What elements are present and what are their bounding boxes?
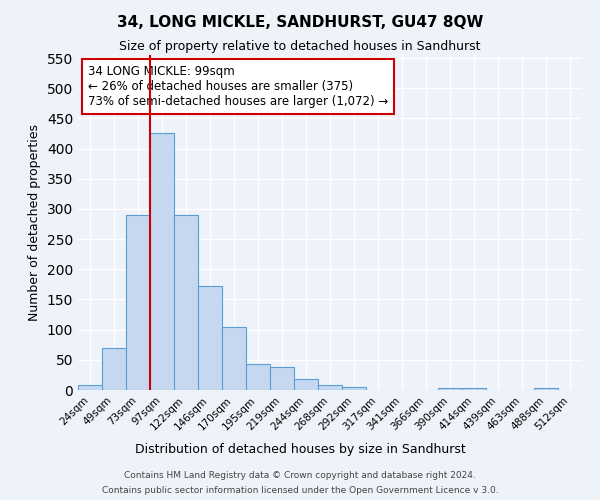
Bar <box>270 367 294 390</box>
Bar <box>342 387 366 390</box>
Bar <box>462 388 486 390</box>
Text: Size of property relative to detached houses in Sandhurst: Size of property relative to detached ho… <box>119 40 481 53</box>
Text: 34, LONG MICKLE, SANDHURST, GU47 8QW: 34, LONG MICKLE, SANDHURST, GU47 8QW <box>117 15 483 30</box>
Bar <box>126 215 150 390</box>
Text: Contains HM Land Registry data © Crown copyright and database right 2024.: Contains HM Land Registry data © Crown c… <box>124 471 476 480</box>
Bar <box>222 326 246 390</box>
Bar <box>78 385 102 390</box>
Bar <box>150 134 174 390</box>
Bar <box>174 215 198 390</box>
Text: Distribution of detached houses by size in Sandhurst: Distribution of detached houses by size … <box>134 442 466 456</box>
Text: 34 LONG MICKLE: 99sqm
← 26% of detached houses are smaller (375)
73% of semi-det: 34 LONG MICKLE: 99sqm ← 26% of detached … <box>88 65 388 108</box>
Bar <box>294 378 318 390</box>
Bar <box>534 388 558 390</box>
Bar <box>246 364 270 390</box>
Y-axis label: Number of detached properties: Number of detached properties <box>28 124 41 321</box>
Bar <box>102 348 126 390</box>
Text: Contains public sector information licensed under the Open Government Licence v : Contains public sector information licen… <box>101 486 499 495</box>
Bar <box>198 286 222 390</box>
Bar <box>438 388 462 390</box>
Bar <box>318 385 342 390</box>
